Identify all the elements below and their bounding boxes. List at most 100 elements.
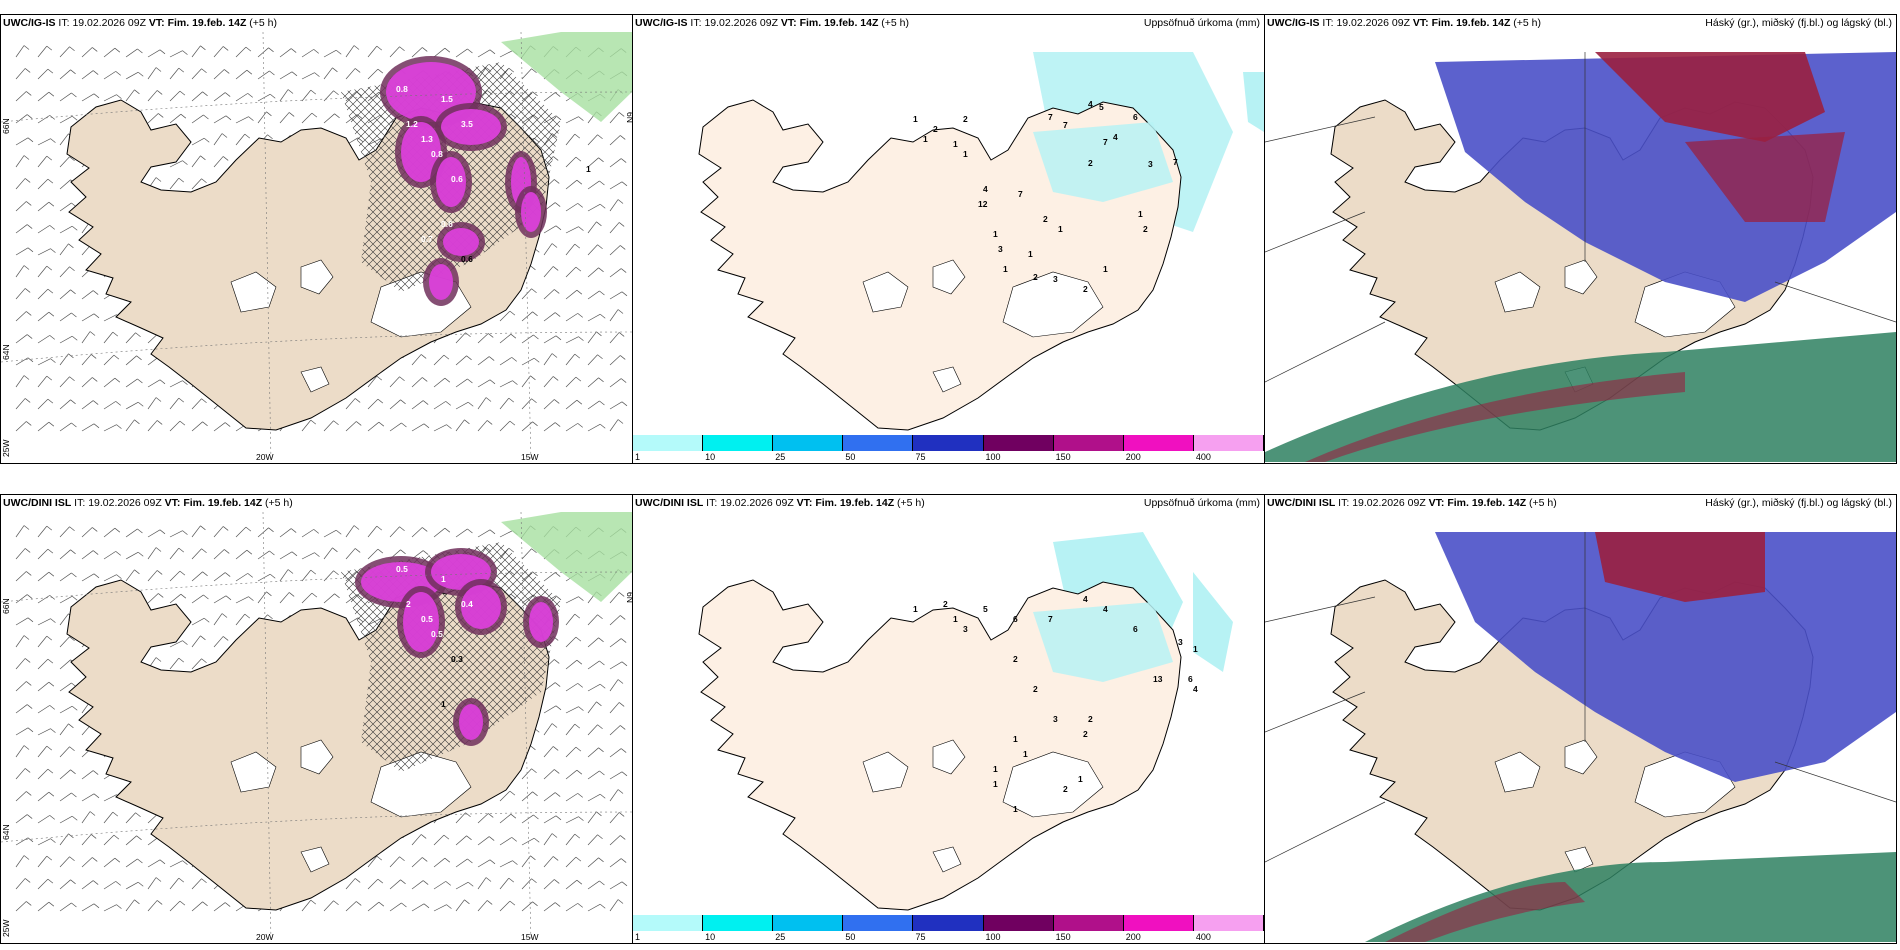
barb-flag	[93, 93, 100, 99]
barb-flag	[577, 903, 583, 908]
barb-flag	[401, 902, 407, 908]
barb-staff	[301, 112, 313, 124]
precip-blob-inner	[443, 228, 479, 256]
colorbar: 1 10 25 50 75 100 150 200 400	[633, 435, 1264, 463]
barb-flag	[244, 613, 251, 619]
boundary-line	[1265, 321, 1386, 383]
barb-staff	[455, 881, 469, 890]
barb-flag	[26, 791, 32, 796]
wind-map: 0.8 1.5 1.21.3 3.5 0.8 0.6 0.6 0.7 0.6 1 66N 64N 25W…	[1, 32, 632, 462]
barb-staff	[147, 397, 157, 410]
boundary-line	[1774, 281, 1896, 323]
barb-staff	[587, 683, 601, 692]
colorbar-swatch	[1053, 915, 1124, 931]
barb-flag	[46, 855, 53, 861]
barb-flag	[50, 248, 56, 253]
precip-amount-label: 4	[1193, 684, 1198, 694]
barb-flag	[575, 746, 582, 752]
barb-flag	[400, 399, 406, 405]
barb-flag	[575, 156, 582, 162]
barb-flag	[376, 375, 383, 381]
barb-flag	[72, 115, 78, 121]
colorbar-swatch	[773, 915, 844, 931]
barb-staff	[301, 49, 314, 58]
colorbar-label: 100	[985, 932, 1001, 942]
panel-title: Uppsöfnuð úrkoma (mm)	[1143, 497, 1260, 509]
barb-flag	[578, 816, 584, 821]
barb-flag	[486, 900, 493, 905]
precip-amount-label: 3	[1148, 159, 1153, 169]
barb-flag	[598, 747, 604, 753]
barb-flag	[577, 683, 583, 688]
barb-staff	[477, 836, 490, 846]
barb-flag	[618, 112, 625, 117]
barb-staff	[389, 526, 400, 538]
barb-staff	[345, 878, 356, 890]
barb-flag	[49, 335, 55, 340]
barb-staff	[169, 67, 180, 80]
barb-flag	[89, 331, 96, 336]
barb-flag	[600, 793, 606, 799]
barb-staff	[609, 222, 620, 234]
colorbar-label: 25	[775, 932, 786, 942]
barb-staff	[103, 354, 115, 366]
barb-staff	[565, 769, 578, 780]
barb-staff	[125, 419, 135, 432]
barb-flag	[68, 723, 74, 729]
barb-staff	[213, 636, 224, 648]
barb-staff	[37, 265, 48, 278]
barb-flag	[27, 617, 34, 623]
barb-flag	[444, 857, 451, 863]
colorbar-label: 150	[1055, 932, 1071, 942]
barb-flag	[68, 243, 74, 249]
barb-staff	[543, 289, 555, 300]
barb-flag	[620, 858, 627, 863]
barb-flag	[200, 45, 206, 51]
cyan-area-land	[1033, 122, 1173, 202]
barb-staff	[15, 45, 25, 58]
barb-staff	[59, 376, 70, 388]
barb-flag	[378, 421, 385, 427]
barb-staff	[323, 49, 337, 58]
map-label: 0.6	[461, 254, 473, 264]
barb-staff	[147, 529, 161, 538]
precip-blob-inner	[401, 122, 441, 182]
barb-flag	[155, 397, 162, 402]
barb-staff	[15, 224, 28, 234]
high-cloud-area	[1595, 52, 1825, 142]
barb-staff	[59, 572, 72, 582]
barb-staff	[521, 334, 534, 344]
barb-staff	[499, 50, 513, 58]
barb-staff	[37, 618, 51, 626]
barb-staff	[81, 857, 93, 868]
barb-staff	[169, 50, 183, 58]
barb-staff	[37, 571, 50, 582]
barb-staff	[15, 704, 28, 714]
barb-flag	[244, 133, 251, 139]
barb-flag	[50, 728, 56, 733]
barb-staff	[499, 397, 510, 410]
barb-staff	[191, 525, 201, 538]
precip-amount-label: 4	[1083, 594, 1088, 604]
barb-staff	[191, 155, 201, 168]
barb-staff	[587, 221, 597, 234]
barb-staff	[103, 834, 115, 846]
barb-staff	[147, 420, 158, 432]
barb-flag	[222, 636, 229, 641]
barb-staff	[455, 355, 467, 366]
barb-flag	[577, 203, 583, 208]
barb-staff	[433, 904, 447, 912]
barb-staff	[609, 592, 620, 604]
barb-flag	[69, 46, 75, 52]
barb-flag	[376, 855, 383, 861]
barb-flag	[27, 727, 34, 733]
barb-flag	[621, 771, 628, 777]
barb-staff	[191, 878, 202, 890]
barb-staff	[499, 837, 512, 846]
precip-amount-label: 2	[1013, 654, 1018, 664]
precip-amount-label: 2	[943, 599, 948, 609]
barb-flag	[93, 423, 100, 429]
green-precip-area	[501, 32, 632, 122]
barb-staff	[81, 377, 93, 388]
